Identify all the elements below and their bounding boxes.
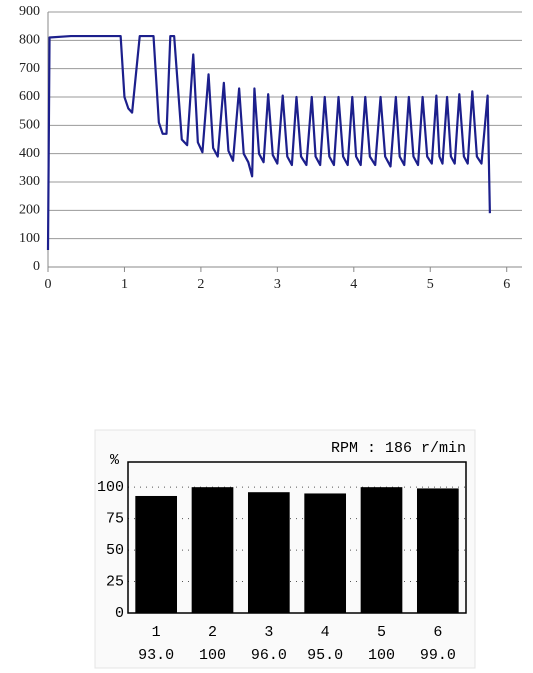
y-tick-label: 100 (19, 231, 40, 246)
y-axis-label: % (110, 452, 120, 469)
x-tick-label: 5 (427, 277, 434, 292)
bar (360, 487, 403, 613)
data-line (46, 34, 491, 251)
bar (416, 488, 459, 613)
value-label: 93.0 (138, 647, 174, 664)
y-tick-label: 800 (19, 33, 40, 48)
bar (191, 487, 234, 613)
y-tick-label: 50 (106, 542, 124, 559)
y-tick-label: 500 (19, 118, 40, 133)
y-tick-label: 300 (19, 174, 40, 189)
x-tick-label: 5 (377, 624, 386, 641)
x-tick-label: 4 (350, 277, 357, 292)
value-label: 96.0 (251, 647, 287, 664)
x-tick-label: 0 (45, 277, 52, 292)
y-tick-label: 400 (19, 146, 40, 161)
x-tick-label: 2 (197, 277, 204, 292)
value-label: 100 (368, 647, 395, 664)
value-label: 99.0 (420, 647, 456, 664)
bar (304, 493, 347, 613)
x-tick-label: 1 (121, 277, 128, 292)
y-tick-label: 0 (33, 259, 40, 274)
y-tick-label: 0 (115, 605, 124, 622)
x-tick-label: 4 (321, 624, 330, 641)
x-tick-label: 3 (264, 624, 273, 641)
x-tick-label: 2 (208, 624, 217, 641)
x-tick-label: 3 (274, 277, 281, 292)
chart-title: RPM : 186 r/min (331, 440, 466, 457)
y-tick-label: 900 (19, 4, 40, 19)
y-tick-label: 25 (106, 574, 124, 591)
x-tick-label: 1 (152, 624, 161, 641)
y-tick-label: 200 (19, 203, 40, 218)
x-tick-label: 6 (433, 624, 442, 641)
bar (247, 492, 290, 613)
y-tick-label: 600 (19, 89, 40, 104)
y-tick-label: 700 (19, 61, 40, 76)
plot-frame (127, 461, 467, 614)
y-tick-label: 100 (97, 479, 124, 496)
x-tick-label: 6 (503, 277, 510, 292)
y-tick-label: 75 (106, 511, 124, 528)
bar (135, 495, 178, 613)
value-label: 100 (199, 647, 226, 664)
value-label: 95.0 (307, 647, 343, 664)
